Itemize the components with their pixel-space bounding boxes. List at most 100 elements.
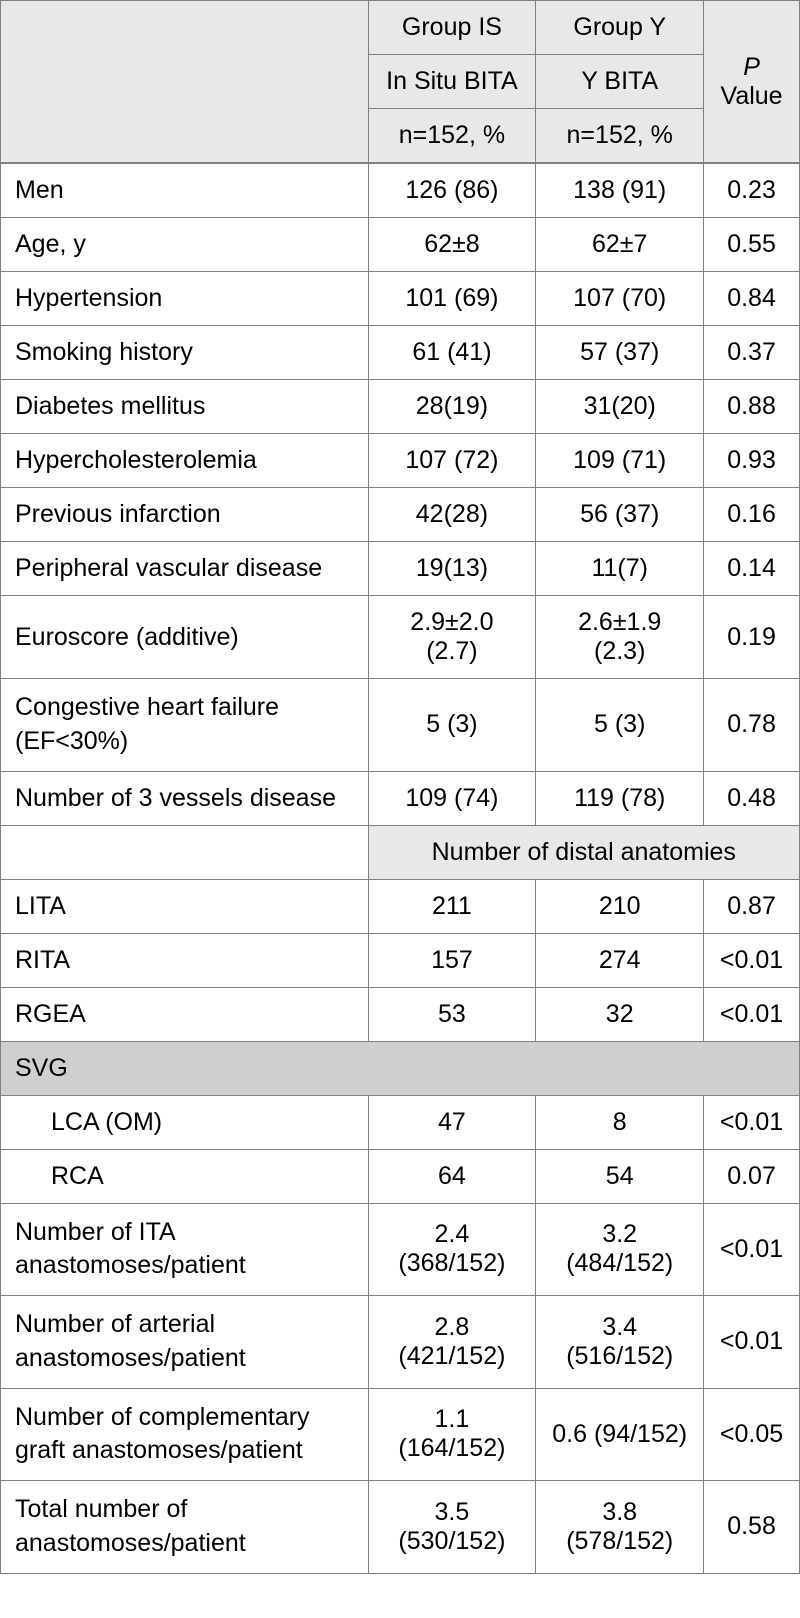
value-group-y: 3.2 (484/152) bbox=[536, 1203, 704, 1296]
value-group-y: 32 bbox=[536, 987, 704, 1041]
table-row: RCA64540.07 bbox=[1, 1149, 800, 1203]
value-group-is: 42(28) bbox=[368, 488, 536, 542]
value-p: 0.78 bbox=[704, 679, 800, 772]
value-p: 0.58 bbox=[704, 1481, 800, 1574]
table-row: Number of complementary graft anastomose… bbox=[1, 1388, 800, 1481]
row-label: Smoking history bbox=[1, 326, 369, 380]
value-group-y: 138 (91) bbox=[536, 163, 704, 218]
table-row: LITA2112100.87 bbox=[1, 879, 800, 933]
row-label: RITA bbox=[1, 933, 369, 987]
header-row-1: Group IS Group Y P Value bbox=[1, 1, 800, 55]
table-row: Number of ITA anastomoses/patient2.4 (36… bbox=[1, 1203, 800, 1296]
value-group-y: 62±7 bbox=[536, 218, 704, 272]
value-group-is: 211 bbox=[368, 879, 536, 933]
value-group-is: 19(13) bbox=[368, 542, 536, 596]
col-group-y: Group Y bbox=[536, 1, 704, 55]
table-row: Number of arterial anastomoses/patient2.… bbox=[1, 1296, 800, 1389]
value-p: 0.48 bbox=[704, 771, 800, 825]
value-p: <0.01 bbox=[704, 933, 800, 987]
value-p: 0.93 bbox=[704, 434, 800, 488]
row-label: Hypertension bbox=[1, 272, 369, 326]
value-p: <0.01 bbox=[704, 1095, 800, 1149]
row-label: Number of arterial anastomoses/patient bbox=[1, 1296, 369, 1389]
table-row: Euroscore (additive)2.9±2.0 (2.7)2.6±1.9… bbox=[1, 596, 800, 679]
value-group-is: 109 (74) bbox=[368, 771, 536, 825]
value-group-y: 0.6 (94/152) bbox=[536, 1388, 704, 1481]
row-label: Number of complementary graft anastomose… bbox=[1, 1388, 369, 1481]
value-p: 0.16 bbox=[704, 488, 800, 542]
value-group-y: 274 bbox=[536, 933, 704, 987]
value-group-is: 47 bbox=[368, 1095, 536, 1149]
col-n-y: n=152, % bbox=[536, 109, 704, 164]
row-label: Previous infarction bbox=[1, 488, 369, 542]
value-group-y: 54 bbox=[536, 1149, 704, 1203]
data-table: Group IS Group Y P Value In Situ BITA Y … bbox=[0, 0, 800, 1574]
table-row: Hypercholesterolemia107 (72)109 (71)0.93 bbox=[1, 434, 800, 488]
value-group-y: 210 bbox=[536, 879, 704, 933]
value-p: 0.55 bbox=[704, 218, 800, 272]
row-label: Age, y bbox=[1, 218, 369, 272]
value-p: 0.87 bbox=[704, 879, 800, 933]
row-label: Number of ITA anastomoses/patient bbox=[1, 1203, 369, 1296]
value-group-is: 2.9±2.0 (2.7) bbox=[368, 596, 536, 679]
table-row: Number of 3 vessels disease109 (74)119 (… bbox=[1, 771, 800, 825]
value-group-is: 5 (3) bbox=[368, 679, 536, 772]
value-group-y: 57 (37) bbox=[536, 326, 704, 380]
value-p: <0.01 bbox=[704, 1203, 800, 1296]
row-label: Euroscore (additive) bbox=[1, 596, 369, 679]
value-group-y: 5 (3) bbox=[536, 679, 704, 772]
row-label: LCA (OM) bbox=[1, 1095, 369, 1149]
value-p: <0.01 bbox=[704, 987, 800, 1041]
value-p: 0.14 bbox=[704, 542, 800, 596]
table-row: Congestive heart failure (EF<30%)5 (3)5 … bbox=[1, 679, 800, 772]
row-label: Number of 3 vessels disease bbox=[1, 771, 369, 825]
row-label: RGEA bbox=[1, 987, 369, 1041]
col-desc-is: In Situ BITA bbox=[368, 55, 536, 109]
value-group-is: 53 bbox=[368, 987, 536, 1041]
value-group-y: 8 bbox=[536, 1095, 704, 1149]
table-row: Total number of anastomoses/patient3.5 (… bbox=[1, 1481, 800, 1574]
value-group-is: 3.5 (530/152) bbox=[368, 1481, 536, 1574]
value-group-is: 61 (41) bbox=[368, 326, 536, 380]
table-row: Age, y62±862±70.55 bbox=[1, 218, 800, 272]
value-group-y: 109 (71) bbox=[536, 434, 704, 488]
value-group-is: 2.8 (421/152) bbox=[368, 1296, 536, 1389]
value-group-y: 56 (37) bbox=[536, 488, 704, 542]
row-label: Hypercholesterolemia bbox=[1, 434, 369, 488]
table-row: Previous infarction42(28)56 (37)0.16 bbox=[1, 488, 800, 542]
value-group-is: 64 bbox=[368, 1149, 536, 1203]
value-p: 0.84 bbox=[704, 272, 800, 326]
col-n-is: n=152, % bbox=[368, 109, 536, 164]
table-row: Hypertension101 (69)107 (70)0.84 bbox=[1, 272, 800, 326]
row-label: RCA bbox=[1, 1149, 369, 1203]
col-pvalue: P Value bbox=[704, 1, 800, 164]
value-group-is: 2.4 (368/152) bbox=[368, 1203, 536, 1296]
value-p: 0.23 bbox=[704, 163, 800, 218]
value-p: 0.88 bbox=[704, 380, 800, 434]
col-desc-y: Y BITA bbox=[536, 55, 704, 109]
value-group-y: 31(20) bbox=[536, 380, 704, 434]
row-label: Total number of anastomoses/patient bbox=[1, 1481, 369, 1574]
value-p: 0.19 bbox=[704, 596, 800, 679]
row-label: Men bbox=[1, 163, 369, 218]
table-row: Smoking history61 (41)57 (37)0.37 bbox=[1, 326, 800, 380]
svg-row: SVG bbox=[1, 1041, 800, 1095]
row-label: Peripheral vascular disease bbox=[1, 542, 369, 596]
subheader-text: Number of distal anatomies bbox=[368, 825, 799, 879]
value-group-y: 119 (78) bbox=[536, 771, 704, 825]
value-p: 0.07 bbox=[704, 1149, 800, 1203]
table-row: Diabetes mellitus28(19)31(20)0.88 bbox=[1, 380, 800, 434]
value-group-is: 62±8 bbox=[368, 218, 536, 272]
subheader-row: Number of distal anatomies bbox=[1, 825, 800, 879]
svg-label: SVG bbox=[1, 1041, 800, 1095]
value-group-y: 11(7) bbox=[536, 542, 704, 596]
table-row: Peripheral vascular disease19(13)11(7)0.… bbox=[1, 542, 800, 596]
value-group-y: 2.6±1.9 (2.3) bbox=[536, 596, 704, 679]
row-label: Diabetes mellitus bbox=[1, 380, 369, 434]
row-label: Congestive heart failure (EF<30%) bbox=[1, 679, 369, 772]
value-p: <0.05 bbox=[704, 1388, 800, 1481]
footnote bbox=[0, 1574, 800, 1618]
value-group-y: 107 (70) bbox=[536, 272, 704, 326]
value-group-y: 3.8 (578/152) bbox=[536, 1481, 704, 1574]
table-row: Men126 (86)138 (91)0.23 bbox=[1, 163, 800, 218]
